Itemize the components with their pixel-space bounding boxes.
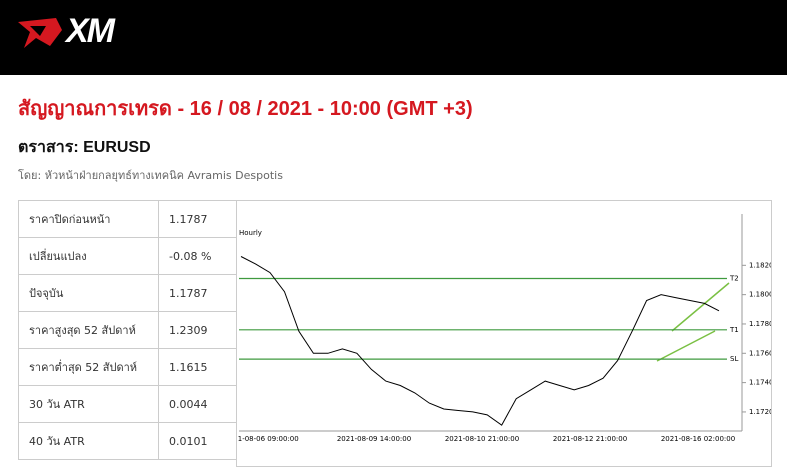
chart: Hourly 1.1820 1.1800 1.1780 1.1760 1.1740 1.1… — [236, 200, 772, 467]
table-row: ราคาต่ำสุด 52 สัปดาห์ 1.1615 — [18, 348, 237, 386]
label-cell: 40 วัน ATR — [18, 422, 159, 460]
instrument: ตราสาร: EURUSD — [18, 139, 151, 156]
table-row: 40 วัน ATR 0.0101 — [18, 422, 237, 460]
x-tick-label: 2021-08-09 14:00:00 — [337, 435, 411, 443]
level-label: SL — [730, 355, 738, 363]
chart-title: Hourly — [239, 229, 262, 237]
y-tick-label: 1.1760 — [749, 349, 772, 357]
x-tick-label: 2021-08-12 21:00:00 — [553, 435, 627, 443]
table-row: ราคาสูงสุด 52 สัปดาห์ 1.2309 — [18, 311, 237, 349]
table-row: เปลี่ยนแปลง -0.08 % — [18, 237, 237, 275]
value-cell: 0.0101 — [158, 422, 237, 460]
value-cell: 0.0044 — [158, 385, 237, 423]
x-tick-label: 2021-08-16 02:00:00 — [661, 435, 735, 443]
level-label: T2 — [729, 275, 739, 283]
y-tick-label: 1.1740 — [749, 379, 772, 387]
y-tick-label: 1.1720 — [749, 408, 772, 416]
label-cell: ราคาสูงสุด 52 สัปดาห์ — [18, 311, 159, 349]
stats-table: ราคาปิดก่อนหน้า 1.1787 เปลี่ยนแปลง -0.08 % ป… — [18, 200, 237, 460]
y-tick-label: 1.1780 — [749, 320, 772, 328]
label-cell: 30 วัน ATR — [18, 385, 159, 423]
value-cell: 1.1787 — [158, 274, 237, 312]
table-row: ปัจจุบัน 1.1787 — [18, 274, 237, 312]
author: โดย: หัวหน้าฝ่ายกลยุทธ์ทางเทคนิค Avramis… — [18, 169, 283, 182]
value-cell: 1.2309 — [158, 311, 237, 349]
value-cell: -0.08 % — [158, 237, 237, 275]
label-cell: ปัจจุบัน — [18, 274, 159, 312]
value-cell: 1.1615 — [158, 348, 237, 386]
y-tick-label: 1.1820 — [749, 261, 772, 269]
x-tick-label: 21-08-06 09:00:00 — [236, 435, 299, 443]
page-title: สัญญาณการเทรด - 16 / 08 / 2021 - 10:00 (… — [18, 98, 473, 120]
label-cell: เปลี่ยนแปลง — [18, 237, 159, 275]
value-cell: 1.1787 — [158, 200, 237, 238]
header: XM — [0, 0, 787, 75]
table-row: 30 วัน ATR 0.0044 — [18, 385, 237, 423]
arrow — [656, 330, 716, 362]
arrow — [671, 282, 730, 332]
level-label: T1 — [729, 326, 739, 334]
label-cell: ราคาต่ำสุด 52 สัปดาห์ — [18, 348, 159, 386]
logo: XM — [66, 12, 115, 50]
x-tick-label: 2021-08-10 21:00:00 — [445, 435, 519, 443]
table-row: ราคาปิดก่อนหน้า 1.1787 — [18, 200, 237, 238]
y-tick-label: 1.1800 — [749, 291, 772, 299]
label-cell: ราคาปิดก่อนหน้า — [18, 200, 159, 238]
price-line — [240, 256, 720, 426]
logo-icon — [18, 18, 62, 48]
